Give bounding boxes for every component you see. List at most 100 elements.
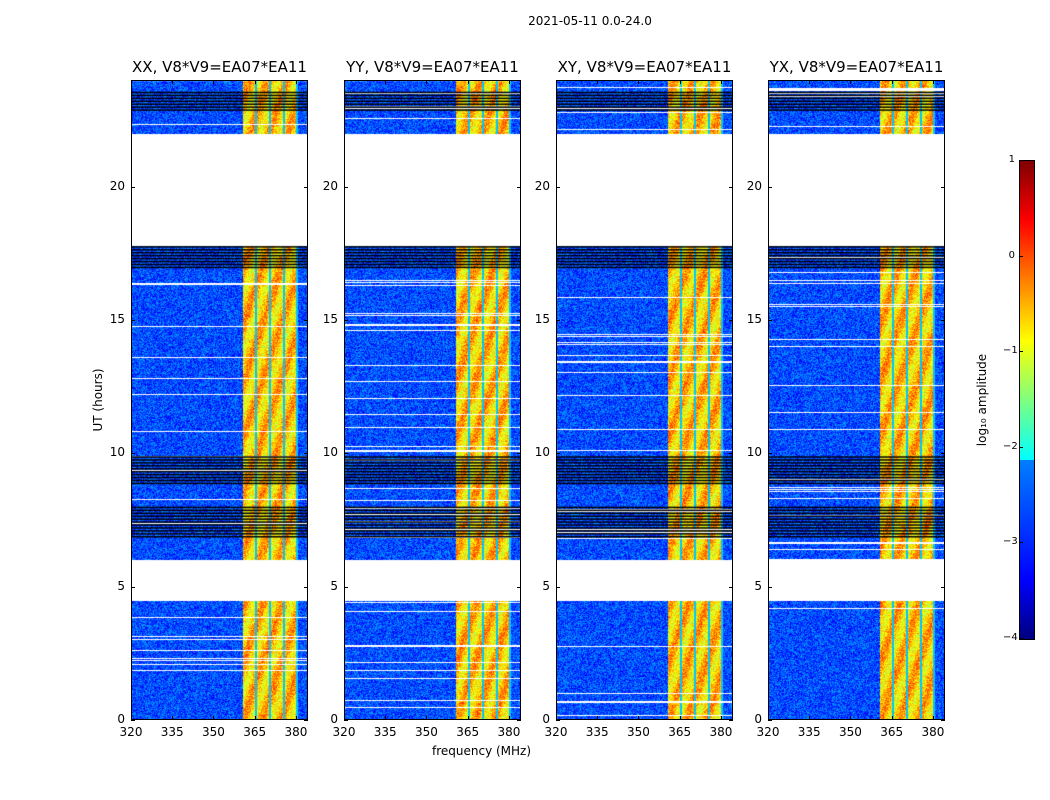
x-tick-mark xyxy=(556,80,557,84)
colorbar-tick-mark xyxy=(1019,638,1023,639)
x-tick-mark xyxy=(426,80,428,84)
y-tick-label: 10 xyxy=(534,445,550,460)
figure-title: 2021-05-11 0.0-24.0 xyxy=(528,14,652,28)
x-tick-mark xyxy=(679,80,681,84)
colorbar-tick-mark xyxy=(1019,446,1023,448)
x-tick-mark xyxy=(809,80,811,84)
y-tick-mark xyxy=(941,586,945,588)
x-tick-label: 350 xyxy=(627,725,650,739)
y-tick-mark xyxy=(344,320,348,321)
x-tick-label: 320 xyxy=(756,725,780,739)
y-tick-mark xyxy=(556,453,560,455)
y-tick-mark xyxy=(556,320,560,321)
x-tick-label: 350 xyxy=(415,725,438,739)
y-tick-mark xyxy=(344,586,348,588)
y-tick-mark xyxy=(729,453,733,455)
x-tick-label: 320 xyxy=(544,725,568,739)
y-tick-label: 10 xyxy=(322,445,338,460)
y-tick-mark xyxy=(941,186,945,188)
x-tick-mark xyxy=(508,80,510,84)
x-tick-label: 320 xyxy=(332,725,356,739)
y-tick-mark xyxy=(517,720,521,721)
y-tick-mark xyxy=(304,453,308,455)
y-tick-label: 0 xyxy=(754,712,762,726)
x-tick-mark xyxy=(295,80,297,84)
x-tick-mark xyxy=(172,716,174,720)
y-tick-label: 15 xyxy=(109,312,125,326)
x-tick-mark xyxy=(809,716,811,720)
y-tick-label: 20 xyxy=(746,178,762,193)
panel-3: YX, V8*V9=EA07*EA11 320 335 350 365 380 0 5 10 15… xyxy=(747,58,945,739)
colorbar-label: log₁₀ amplitude xyxy=(975,353,989,447)
y-tick-mark xyxy=(941,720,945,721)
x-tick-label: 350 xyxy=(839,725,862,739)
y-tick-mark xyxy=(768,320,772,321)
x-tick-mark xyxy=(638,716,640,720)
colorbar-tick-mark xyxy=(1019,542,1023,544)
colorbar-tick-label: 1 xyxy=(1008,154,1015,165)
x-tick-mark xyxy=(426,716,428,720)
y-tick-mark xyxy=(729,320,733,321)
x-tick-label: 380 xyxy=(284,725,308,739)
x-tick-mark xyxy=(254,716,256,720)
y-tick-label: 10 xyxy=(746,445,762,460)
axes-frame xyxy=(344,80,521,720)
x-tick-label: 335 xyxy=(160,725,184,739)
x-tick-mark xyxy=(556,716,557,720)
y-tick-mark xyxy=(768,720,772,721)
axes-frame xyxy=(131,80,308,720)
x-tick-mark xyxy=(891,716,893,720)
y-tick-mark xyxy=(768,453,772,455)
x-tick-label: 365 xyxy=(880,725,904,739)
x-tick-mark xyxy=(467,80,469,84)
y-tick-mark xyxy=(941,320,945,321)
x-tick-label: 365 xyxy=(456,725,480,739)
y-tick-mark xyxy=(517,320,521,321)
y-tick-mark xyxy=(344,720,348,721)
x-tick-mark xyxy=(385,80,387,84)
panel-1: YY, V8*V9=EA07*EA11 320 335 350 365 380 0 5 10 15… xyxy=(323,58,521,739)
colorbar-tick-label: −3 xyxy=(1003,536,1018,548)
y-tick-label: 0 xyxy=(542,712,550,726)
y-tick-label: 0 xyxy=(117,712,125,726)
x-tick-label: 320 xyxy=(119,725,143,739)
x-tick-label: 380 xyxy=(497,725,521,739)
y-tick-mark xyxy=(344,453,348,455)
panel-0: XX, V8*V9=EA07*EA11 320 335 350 365 380 0 5 10 15… xyxy=(110,58,308,739)
x-tick-mark xyxy=(131,716,132,720)
x-tick-label: 380 xyxy=(921,725,945,739)
x-tick-mark xyxy=(932,716,934,720)
y-tick-mark xyxy=(941,453,945,455)
colorbar-tick-mark xyxy=(1019,255,1023,257)
y-tick-label: 15 xyxy=(746,312,762,326)
x-tick-mark xyxy=(597,80,599,84)
x-tick-mark xyxy=(344,716,345,720)
y-tick-mark xyxy=(556,720,560,721)
y-tick-label: 5 xyxy=(542,578,550,593)
x-tick-mark xyxy=(254,80,256,84)
panel-title: YY, V8*V9=EA07*EA11 xyxy=(346,58,519,76)
y-tick-mark xyxy=(729,586,733,588)
y-tick-label: 15 xyxy=(322,312,338,326)
y-tick-mark xyxy=(556,186,560,188)
colorbar-tick-label: −1 xyxy=(1003,345,1018,357)
y-tick-mark xyxy=(768,186,772,188)
y-tick-mark xyxy=(729,720,733,721)
y-tick-mark xyxy=(517,186,521,188)
panel-2: XY, V8*V9=EA07*EA11 320 335 350 365 380 0 5 10 15… xyxy=(535,58,733,739)
colorbar-tick-label: 0 xyxy=(1008,249,1015,261)
y-tick-label: 5 xyxy=(754,578,762,593)
y-tick-mark xyxy=(729,186,733,188)
x-tick-mark xyxy=(213,80,215,84)
y-tick-mark xyxy=(131,586,135,588)
y-tick-mark xyxy=(768,586,772,588)
y-tick-mark xyxy=(304,720,308,721)
y-tick-label: 5 xyxy=(330,578,338,593)
x-tick-label: 365 xyxy=(243,725,267,739)
y-tick-label: 20 xyxy=(534,178,550,193)
x-tick-mark xyxy=(385,716,387,720)
x-tick-label: 335 xyxy=(585,725,609,739)
y-tick-label: 20 xyxy=(322,178,338,193)
y-tick-mark xyxy=(344,186,348,188)
